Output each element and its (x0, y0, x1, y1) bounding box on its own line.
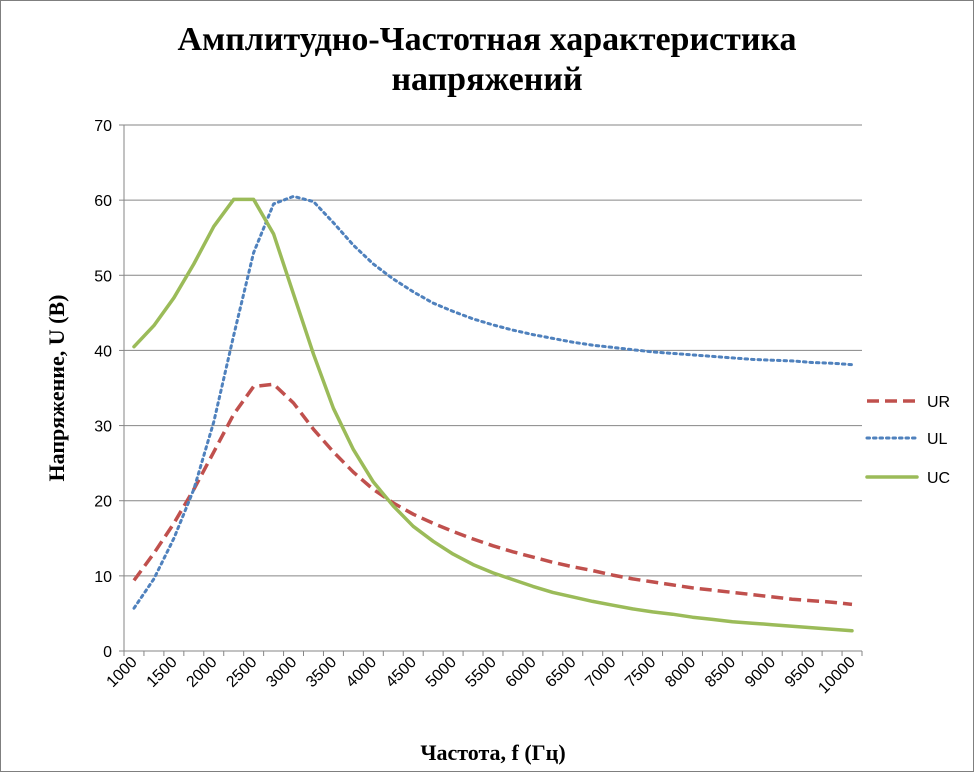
chart-title: Амплитудно-Частотная характеристика напр… (0, 20, 974, 100)
x-tick-label: 2500 (223, 654, 260, 691)
y-tick-labels: 0 10 20 30 40 50 60 70 (94, 118, 124, 661)
x-tick-label: 4500 (383, 654, 420, 691)
y-tick-label: 0 (103, 644, 112, 661)
y-tick-label: 50 (94, 268, 112, 285)
series-line-ur (132, 382, 853, 607)
legend-label-uc: UC (927, 470, 950, 487)
series-line-uc (132, 197, 854, 633)
x-tick-label: 6000 (503, 654, 540, 691)
x-tick-label: 3000 (263, 654, 300, 691)
x-tick-label: 3500 (303, 654, 340, 691)
x-tick-label: 6500 (542, 654, 579, 691)
x-tick-label: 5000 (423, 654, 460, 691)
x-tick-label: 4000 (343, 654, 380, 691)
x-tick-label: 2000 (183, 654, 220, 691)
legend-label-ur: UR (927, 394, 950, 411)
y-tick-label: 40 (94, 343, 112, 360)
chart-title-line-2: напряжений (391, 61, 583, 98)
y-tick-label: 60 (94, 193, 112, 210)
x-tick-label: 9000 (742, 654, 779, 691)
legend-label-ul: UL (927, 431, 948, 448)
x-axis-title: Частота, f (Гц) (420, 740, 565, 765)
x-tick-label: 8500 (702, 654, 739, 691)
gridlines (124, 124, 862, 577)
x-tick-labels: 1000 1500 2000 2500 3000 3500 4000 4500 5000 5500… (104, 651, 863, 698)
axes (123, 125, 862, 652)
y-tick-label: 10 (94, 569, 112, 586)
x-tick-label: 9500 (782, 654, 819, 691)
series-line-ul (132, 194, 854, 610)
x-tick-label: 10000 (815, 654, 859, 698)
x-tick-label: 5500 (463, 654, 500, 691)
x-tick-label: 7000 (582, 654, 619, 691)
x-tick-label: 1500 (144, 654, 181, 691)
x-tick-label: 8000 (662, 654, 699, 691)
chart-title-line-1: Амплитудно-Частотная характеристика (177, 21, 797, 58)
y-tick-label: 70 (94, 118, 112, 135)
legend: UR UL UC (865, 394, 950, 487)
x-tick-label: 7500 (622, 654, 659, 691)
y-axis-title: Напряжение, U (В) (44, 295, 69, 482)
y-tick-label: 30 (94, 419, 112, 436)
series-lines (132, 194, 854, 633)
y-tick-label: 20 (94, 494, 112, 511)
